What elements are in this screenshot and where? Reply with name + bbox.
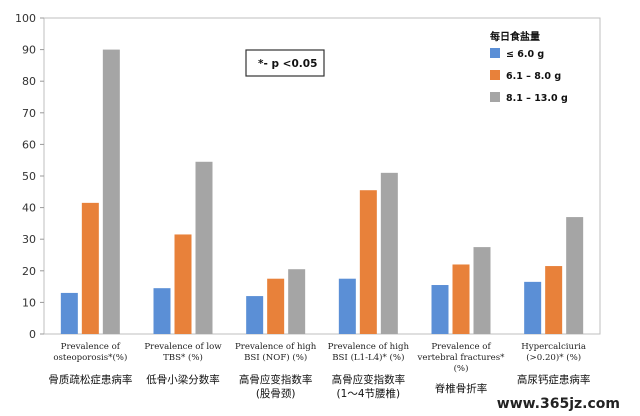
bar — [338, 278, 356, 334]
category-label-en: Hypercalciuria — [521, 342, 586, 352]
y-tick-label: 40 — [22, 202, 36, 215]
bar — [81, 202, 99, 334]
bar — [380, 172, 398, 334]
bar — [195, 161, 213, 334]
category-label-en: Prevalence of low — [144, 342, 222, 352]
category-labels: Prevalence ofosteoporosis*(%)骨质疏松症患病率Pre… — [48, 342, 590, 400]
y-tick-label: 80 — [22, 75, 36, 88]
category-label-cn: 低骨小梁分数率 — [146, 373, 220, 386]
bar — [431, 285, 449, 334]
category-label-cn: 高骨应变指数率 — [239, 373, 313, 386]
category-label-cn: 脊椎骨折率 — [435, 382, 488, 395]
category-label-en: Prevalence of high — [235, 342, 317, 352]
y-tick-label: 10 — [22, 296, 36, 309]
legend-swatch — [490, 92, 500, 102]
bar — [473, 247, 491, 334]
category-label-en: osteoporosis*(%) — [53, 352, 127, 363]
category-label-en: BSI (NOF) (%) — [244, 352, 307, 363]
category-label-en: (%) — [454, 363, 469, 374]
category-label-cn: (股骨颈) — [256, 388, 296, 400]
category-label-en: BSI (L1-L4)* (%) — [332, 352, 404, 363]
bar — [174, 234, 192, 334]
category-label-en: Prevalence of — [61, 342, 121, 352]
legend: 每日食盐量 ≤ 6.0 g 6.1 – 8.0 g 8.1 – 13.0 g — [490, 30, 568, 104]
y-tick-label: 0 — [29, 328, 36, 341]
bars — [60, 49, 584, 334]
y-tick-label: 50 — [22, 170, 36, 183]
legend-swatch — [490, 48, 500, 58]
bar — [359, 190, 377, 334]
bar — [452, 264, 470, 334]
annotation-text: *- p <0.05 — [258, 58, 317, 70]
bar — [545, 266, 563, 334]
bar — [246, 296, 264, 334]
category-label-en: vertebral fractures* — [417, 353, 506, 363]
category-label-cn: 高骨应变指数率 — [332, 373, 406, 386]
bar — [102, 49, 120, 334]
y-tick-label: 70 — [22, 107, 36, 120]
category-label-en: TBS* (%) — [163, 352, 203, 363]
legend-label: ≤ 6.0 g — [506, 49, 544, 60]
y-tick-label: 90 — [22, 44, 36, 57]
legend-swatch — [490, 70, 500, 80]
category-label-cn: 骨质疏松症患病率 — [48, 373, 132, 386]
category-label-en: (>0.20)* (%) — [526, 352, 581, 363]
category-label-cn: (1～4节腰椎) — [337, 387, 401, 400]
bar — [60, 292, 78, 334]
legend-title: 每日食盐量 — [490, 30, 540, 43]
category-label-cn: 高尿钙症患病率 — [517, 373, 591, 386]
annotation-box: *- p <0.05 — [245, 49, 325, 77]
bar — [153, 288, 171, 334]
y-tick-label: 30 — [22, 233, 36, 246]
y-tick-label: 100 — [15, 12, 36, 25]
category-label-en: Prevalence of high — [328, 342, 410, 352]
y-tick-label: 60 — [22, 138, 36, 151]
bar — [566, 217, 584, 334]
bar — [288, 269, 306, 334]
category-label-en: Prevalence of — [431, 342, 491, 352]
y-tick-label: 20 — [22, 265, 36, 278]
bar — [267, 278, 285, 334]
legend-label: 8.1 – 13.0 g — [506, 93, 568, 104]
legend-label: 6.1 – 8.0 g — [506, 71, 561, 82]
watermark-text: www.365jz.com — [497, 396, 620, 412]
y-axis: 0 10 20 30 40 50 60 70 80 90 100 — [15, 12, 44, 341]
bar — [524, 281, 542, 334]
